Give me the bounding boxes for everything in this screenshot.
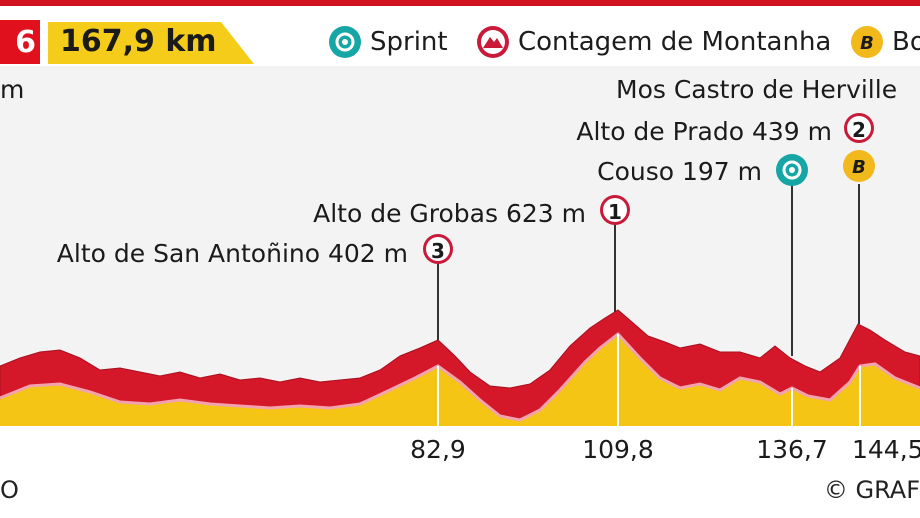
label-alto-de-grobas: Alto de Grobas 623 m (313, 199, 586, 228)
bonus-icon: B (851, 26, 883, 58)
bonus-badge-text: B (852, 157, 866, 178)
stage-header: 6 167,9 km Sprint Contagem de Montanha B… (0, 14, 920, 66)
legend-mountain-label: Contagem de Montanha (518, 27, 832, 57)
mountain-badge-cat1-text: 1 (608, 200, 622, 224)
sprint-badge-couso (776, 154, 808, 186)
x-tick-136-7: 136,7 (756, 435, 828, 464)
profile-edge (0, 331, 920, 422)
top-left-label: m (0, 75, 24, 104)
svg-text:B: B (860, 33, 874, 54)
mountain-icon (477, 26, 509, 58)
legend-mountain: Contagem de Montanha (476, 24, 831, 60)
profile-base (0, 426, 920, 466)
mountain-badge-cat2: 2 (844, 113, 874, 143)
sprint-icon (329, 26, 361, 58)
mountain-badge-cat1: 1 (600, 195, 630, 225)
footer: O © GRAF (0, 466, 920, 518)
label-alto-de-prado: Alto de Prado 439 m (576, 117, 832, 146)
bonus-badge: B (843, 150, 875, 182)
label-alto-de-san-antonino: Alto de San Antoñino 402 m (57, 239, 408, 268)
profile-fill (0, 334, 920, 426)
copyright-text: © GRAF (823, 476, 920, 504)
x-tick-82-9: 82,9 (410, 435, 466, 464)
stage-number: 6 (15, 24, 36, 60)
x-tick-109-8: 109,8 (582, 435, 654, 464)
mountain-badge-cat2-text: 2 (852, 118, 866, 142)
mountain-badge-cat3: 3 (423, 234, 453, 264)
legend-sprint-label: Sprint (370, 27, 448, 57)
stage-number-badge: 6 (0, 20, 40, 64)
label-mos-castro: Mos Castro de Herville (616, 75, 897, 104)
profile-panel: m Mos Castro de Herville Alto de Prado 4… (0, 66, 920, 466)
distance-tag: 167,9 km (48, 22, 254, 64)
footer-left-text: O (0, 476, 19, 504)
top-rule (0, 0, 920, 6)
profile-chart: m Mos Castro de Herville Alto de Prado 4… (0, 75, 920, 466)
mountain-badge-cat3-text: 3 (431, 239, 445, 263)
stage-distance: 167,9 km (60, 24, 217, 59)
legend-sprint: Sprint (328, 24, 448, 60)
x-tick-144-5: 144,5 (852, 435, 920, 464)
legend-bonus-label: Bo (892, 27, 920, 57)
legend-bonus: B Bo (850, 24, 920, 60)
label-couso: Couso 197 m (597, 157, 762, 186)
